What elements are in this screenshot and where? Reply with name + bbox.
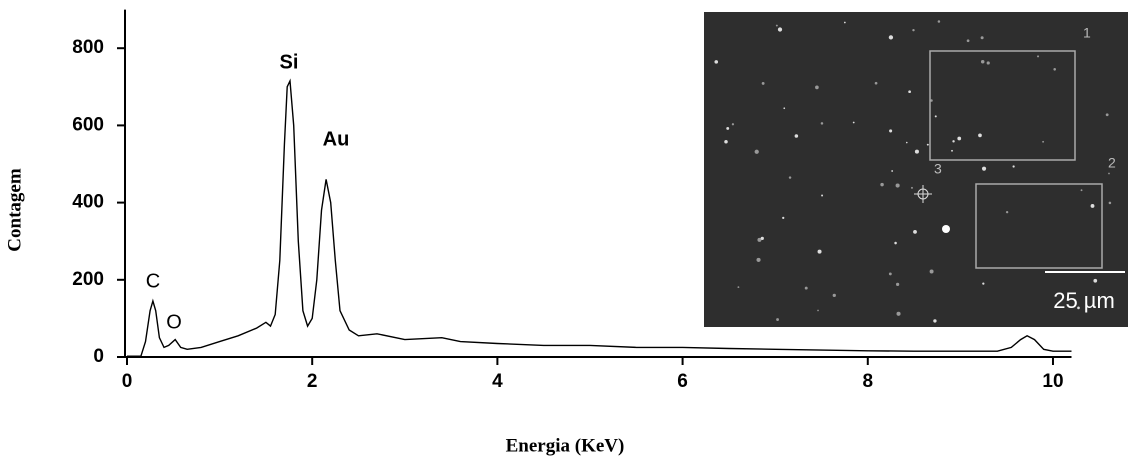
particle	[788, 176, 792, 179]
particle	[905, 141, 908, 144]
particle	[821, 194, 824, 197]
particle	[888, 272, 892, 276]
particle	[1105, 113, 1109, 117]
particle	[1108, 201, 1112, 205]
particle	[731, 123, 735, 126]
particle	[934, 115, 937, 118]
x-tick-label: 0	[122, 371, 133, 392]
sem-inset: 1 2 3 25 µm	[704, 12, 1128, 327]
region-label: 2	[1108, 155, 1116, 171]
particle	[1053, 68, 1056, 71]
particle	[957, 136, 962, 141]
particle	[1037, 55, 1040, 58]
particle	[889, 129, 893, 133]
x-tick-label: 4	[492, 371, 503, 392]
x-tick-label: 2	[307, 371, 318, 392]
scale-bar-label: 25 µm	[1053, 288, 1115, 313]
spectrum-line	[127, 78, 1072, 357]
particle	[760, 236, 764, 241]
particle	[912, 28, 915, 32]
particle	[908, 90, 911, 94]
particle	[891, 170, 894, 172]
particle	[933, 319, 937, 323]
particle	[815, 85, 819, 90]
particle	[942, 225, 950, 233]
particle	[896, 282, 900, 287]
peak-label: Au	[323, 128, 350, 150]
particle	[817, 309, 819, 312]
region-label: 3	[934, 161, 942, 177]
y-tick-label: 200	[72, 269, 104, 290]
particle	[952, 140, 955, 143]
x-tick-label: 6	[677, 371, 688, 392]
particle	[888, 35, 894, 40]
particle	[804, 286, 808, 290]
particle	[737, 286, 740, 289]
region-label: 1	[1083, 25, 1091, 41]
particle	[843, 21, 846, 24]
particle	[980, 60, 985, 64]
particle	[982, 282, 985, 285]
y-tick-label: 0	[93, 346, 104, 367]
particle	[852, 121, 855, 124]
particle	[775, 24, 778, 27]
particle	[832, 293, 836, 298]
inset-image	[704, 12, 1128, 327]
y-tick-label: 800	[72, 37, 104, 58]
peak-label: O	[166, 311, 182, 333]
particle	[1093, 278, 1098, 283]
particle	[782, 216, 785, 219]
particle	[929, 269, 934, 274]
particle	[914, 149, 919, 154]
particle	[783, 107, 786, 110]
particle	[1090, 204, 1095, 208]
particle	[951, 149, 953, 152]
particle	[1077, 306, 1080, 310]
particle	[926, 143, 929, 146]
y-axis-label: Contagem	[4, 168, 25, 252]
particle	[986, 61, 990, 65]
particle	[1080, 189, 1083, 192]
particle	[714, 60, 719, 64]
y-tick-label: 400	[72, 192, 104, 213]
particle	[761, 81, 765, 85]
particle	[724, 140, 728, 144]
particle	[937, 20, 941, 23]
particle	[1108, 172, 1110, 175]
particle	[756, 257, 761, 262]
particle	[754, 149, 759, 154]
particle	[776, 318, 779, 321]
particle	[874, 81, 878, 85]
x-tick-label: 10	[1042, 371, 1063, 392]
region-box	[975, 183, 1103, 269]
particle	[1005, 210, 1009, 214]
particle	[757, 237, 762, 242]
particle	[981, 166, 987, 171]
particle	[817, 249, 822, 254]
x-tick-label: 8	[862, 371, 873, 392]
particle	[894, 241, 897, 245]
particle	[911, 186, 913, 189]
x-axis-label: Energia (KeV)	[506, 435, 625, 456]
inset-particles	[714, 20, 1112, 323]
particle	[726, 126, 730, 130]
peak-label: C	[146, 270, 160, 292]
y-tick-label: 600	[72, 114, 104, 135]
particle	[913, 229, 917, 234]
peak-label: Si	[280, 51, 299, 73]
particle	[1012, 165, 1015, 168]
particle	[777, 27, 783, 32]
particle	[880, 182, 884, 187]
particle	[930, 99, 933, 102]
particle	[820, 122, 824, 125]
particle	[980, 36, 984, 40]
particle	[966, 39, 970, 43]
particle	[794, 134, 799, 138]
particle	[978, 133, 982, 138]
particle	[896, 311, 901, 316]
region-box	[929, 50, 1076, 161]
particle	[1042, 140, 1045, 143]
particle	[895, 183, 900, 188]
